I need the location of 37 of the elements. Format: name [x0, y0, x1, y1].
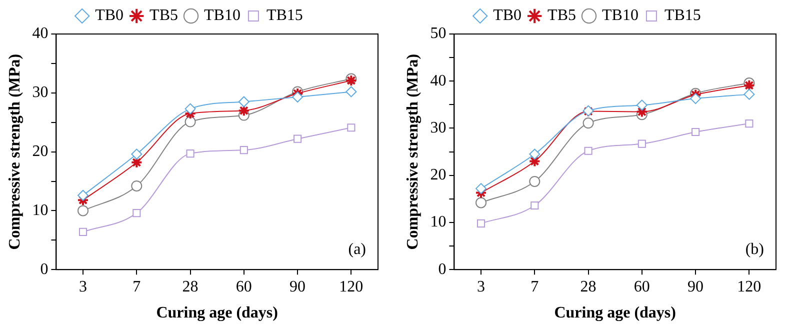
- x-tick-label: 120: [339, 278, 364, 296]
- x-tick-label: 90: [688, 278, 704, 296]
- x-tick-label: 90: [290, 278, 306, 296]
- y-tick-label: 50: [430, 25, 446, 42]
- legend-label: TB10: [602, 7, 638, 24]
- y-axis-title: Compressive strength (MPa): [6, 54, 24, 250]
- legend-label: TB15: [266, 7, 303, 24]
- y-tick-label: 10: [32, 202, 48, 219]
- x-tick-label: 28: [580, 278, 596, 296]
- x-tick-label: 120: [737, 278, 762, 296]
- legend-label: TB15: [664, 7, 701, 24]
- y-tick-label: 20: [32, 143, 48, 160]
- y-tick-label: 30: [430, 119, 446, 136]
- legend-label: TB0: [493, 7, 522, 24]
- annotation: (b): [745, 240, 764, 258]
- legend-label: TB5: [150, 7, 178, 24]
- y-tick-label: 20: [430, 166, 446, 184]
- y-tick-label: 0: [40, 260, 48, 278]
- y-axis-title: Compressive strength (MPa): [404, 54, 422, 250]
- y-tick-label: 40: [32, 25, 48, 42]
- y-tick-label: 40: [430, 72, 446, 90]
- x-tick-label: 7: [530, 278, 539, 296]
- x-tick-label: 3: [79, 278, 88, 296]
- y-tick-label: 0: [438, 260, 446, 278]
- y-tick-label: 10: [430, 214, 446, 231]
- x-axis-title: Curing age (days): [554, 304, 676, 322]
- legend-label: TB5: [548, 7, 576, 24]
- x-axis-title: Curing age (days): [156, 304, 278, 322]
- x-tick-label: 60: [634, 278, 650, 296]
- annotation: (a): [348, 240, 366, 258]
- x-tick-label: 60: [236, 278, 252, 296]
- y-tick-label: 30: [32, 84, 48, 102]
- x-tick-label: 28: [182, 278, 198, 296]
- x-tick-label: 3: [477, 278, 486, 296]
- legend-label: TB10: [204, 7, 240, 24]
- legend-label: TB0: [95, 7, 124, 24]
- x-tick-label: 7: [132, 278, 141, 296]
